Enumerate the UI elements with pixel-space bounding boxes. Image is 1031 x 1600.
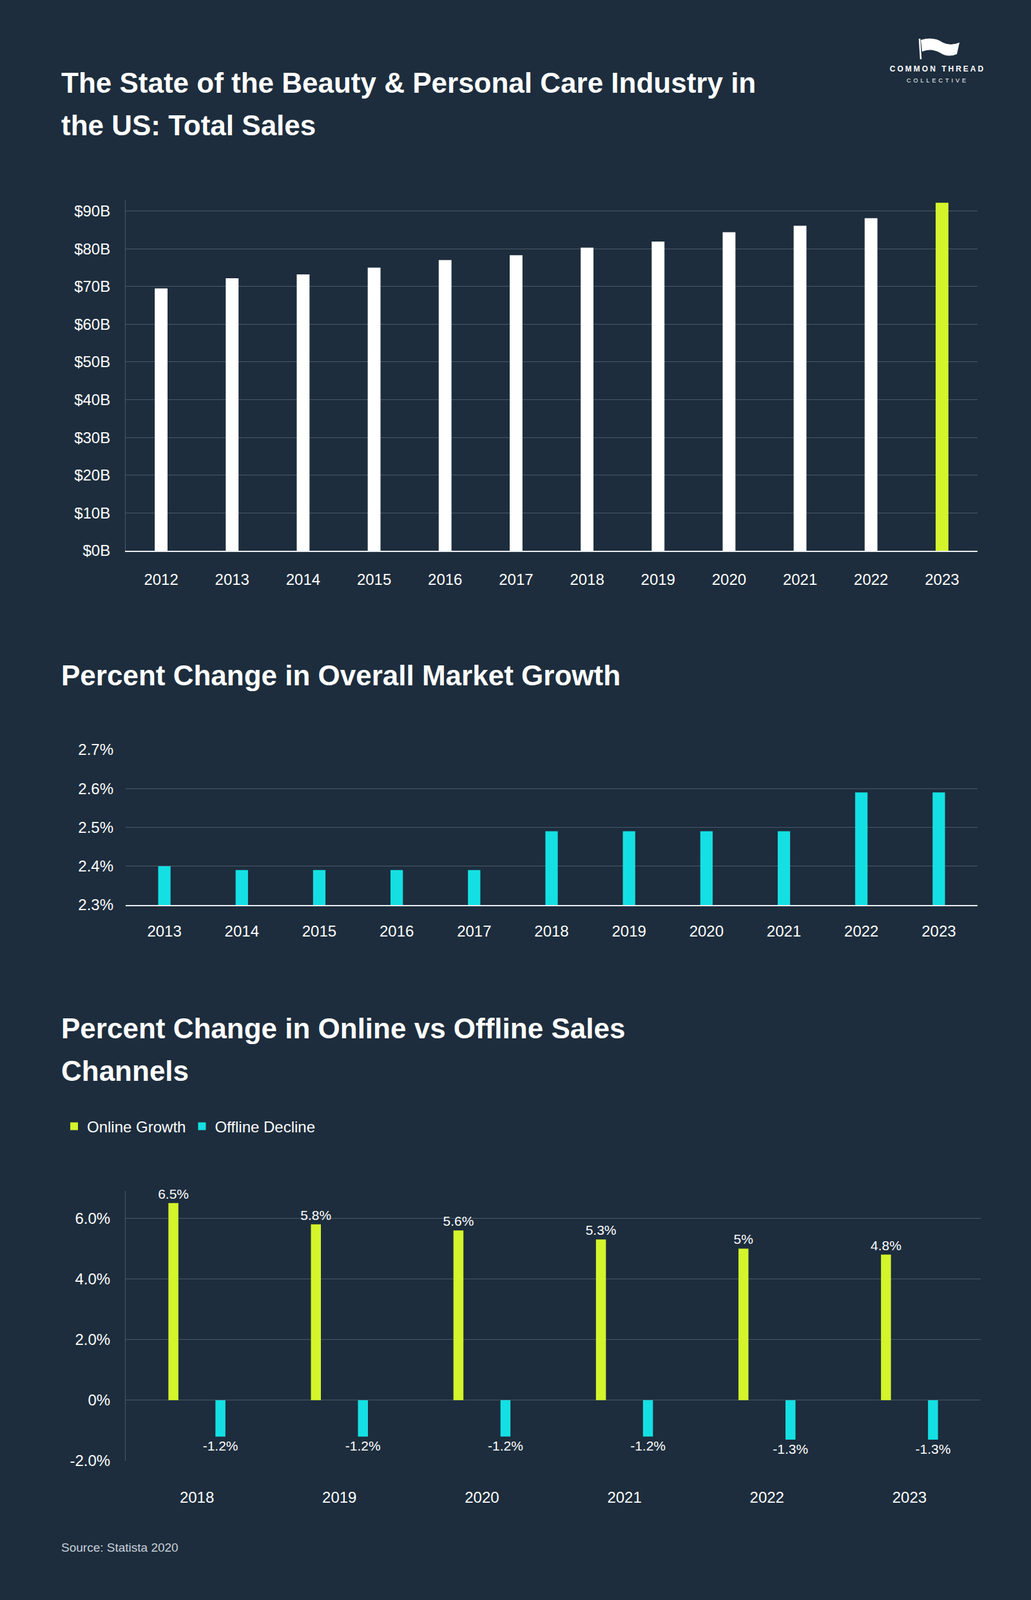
svg-text:2018: 2018 [179,1489,214,1507]
svg-text:$60B: $60B [74,315,111,334]
svg-text:-1.2%: -1.2% [630,1438,666,1454]
svg-text:$50B: $50B [74,353,111,371]
svg-text:2017: 2017 [498,570,533,589]
html-text:COMMON THREAD: COMMON THREAD [889,64,986,74]
svg-text:2019: 2019 [611,922,646,941]
svg-text:-1.2%: -1.2% [487,1438,524,1454]
svg-text:6.0%: 6.0% [74,1210,111,1228]
svg-text:$90B: $90B [74,202,111,220]
svg-text:$80B: $80B [74,240,111,258]
svg-text:2.6%: 2.6% [77,780,114,798]
svg-text:2013: 2013 [215,570,250,589]
svg-text:5.3%: 5.3% [585,1223,617,1238]
svg-text:2015: 2015 [302,922,337,941]
svg-text:6.5%: 6.5% [157,1186,189,1202]
svg-text:Online Growth: Online Growth [86,1118,186,1137]
svg-text:2014: 2014 [224,922,260,941]
svg-text:2014: 2014 [286,570,321,589]
svg-text:-2.0%: -2.0% [69,1452,111,1470]
html-text:The State of the Beauty & Pers: The State of the Beauty & Personal Care … [61,67,757,142]
svg-text:$10B: $10B [74,504,111,522]
svg-text:2019: 2019 [641,570,676,589]
svg-text:2019: 2019 [322,1489,357,1507]
svg-text:2020: 2020 [712,570,747,589]
svg-text:2022: 2022 [750,1489,785,1507]
svg-text:$40B: $40B [74,391,111,409]
svg-text:2016: 2016 [379,922,414,941]
svg-text:2.4%: 2.4% [77,857,114,876]
svg-text:Offline Decline: Offline Decline [214,1118,316,1137]
svg-text:4.8%: 4.8% [870,1238,902,1254]
svg-text:2013: 2013 [146,922,182,941]
svg-text:2015: 2015 [356,570,392,589]
svg-text:-1.2%: -1.2% [202,1438,239,1454]
html-text:Percent Change in Online vs Of: Percent Change in Online vs Offline Sale… [61,1012,626,1088]
svg-text:-1.3%: -1.3% [772,1442,809,1457]
svg-text:2022: 2022 [844,922,879,941]
svg-text:5%: 5% [733,1232,754,1247]
svg-text:2016: 2016 [427,570,463,589]
svg-text:2022: 2022 [853,570,888,589]
svg-text:2.3%: 2.3% [77,896,114,914]
svg-text:2017: 2017 [456,922,492,941]
svg-text:5.8%: 5.8% [300,1208,332,1224]
svg-text:2012: 2012 [143,570,178,589]
svg-text:-1.2%: -1.2% [345,1438,381,1454]
svg-text:$30B: $30B [74,429,111,447]
html-text:Percent Change in Overall Mark: Percent Change in Overall Market Growth [61,659,621,692]
svg-text:4.0%: 4.0% [74,1270,111,1289]
svg-text:2021: 2021 [607,1489,642,1507]
html-text:Source: Statista 2020: Source: Statista 2020 [61,1541,179,1555]
svg-text:$20B: $20B [74,466,111,484]
svg-text:2018: 2018 [534,922,569,941]
svg-text:2021: 2021 [766,922,801,941]
svg-text:$70B: $70B [74,277,111,296]
svg-text:2020: 2020 [464,1489,499,1507]
svg-text:2.0%: 2.0% [74,1331,111,1349]
svg-text:$0B: $0B [82,541,111,560]
svg-text:-1.3%: -1.3% [915,1442,951,1457]
svg-text:2.5%: 2.5% [77,819,114,837]
svg-text:0%: 0% [88,1391,111,1410]
html-text:COLLECTIVE: COLLECTIVE [906,77,969,84]
svg-text:2021: 2021 [782,570,818,589]
svg-text:2023: 2023 [924,570,959,589]
svg-text:2.7%: 2.7% [77,741,114,759]
svg-text:2023: 2023 [892,1489,927,1507]
svg-text:2023: 2023 [921,922,956,941]
svg-text:5.6%: 5.6% [442,1214,474,1229]
svg-text:2018: 2018 [569,570,604,589]
svg-text:2020: 2020 [689,922,724,941]
